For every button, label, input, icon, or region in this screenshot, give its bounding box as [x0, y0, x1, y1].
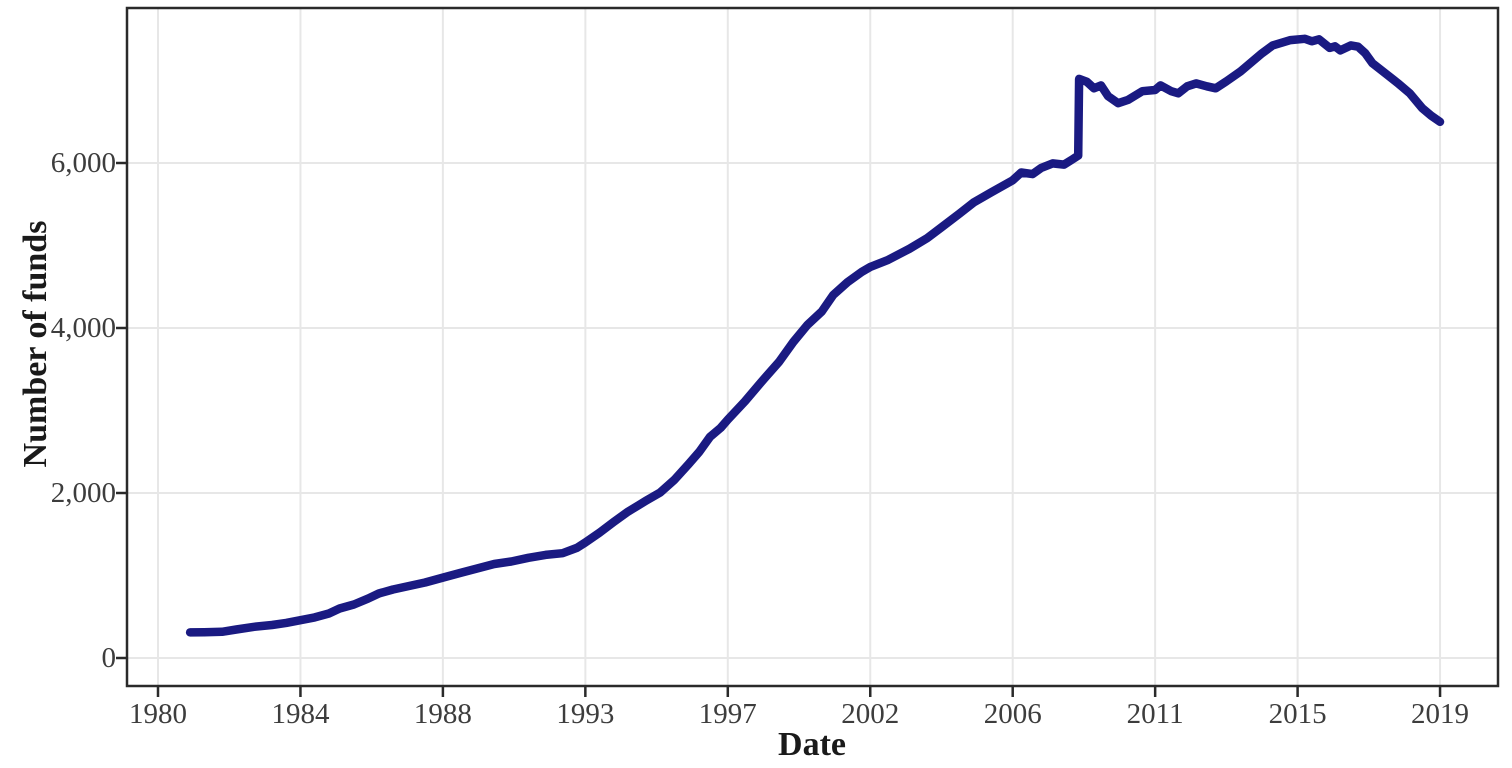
x-axis-title: Date: [778, 726, 846, 763]
y-tick-label-4000: 4,000: [50, 312, 116, 344]
x-tick-label-1980: 1980: [129, 698, 187, 730]
y-tick-label-2000: 2,000: [50, 477, 116, 509]
x-tick-label-2015: 2015: [1268, 698, 1327, 730]
x-tick-label-2002: 2002: [841, 698, 900, 730]
x-tick-label-2011: 2011: [1126, 698, 1184, 730]
x-tick-label-1988: 1988: [413, 698, 472, 730]
x-tick-label-1993: 1993: [556, 698, 615, 730]
funds-series-line: [185, 34, 1445, 637]
x-tick-label-2006: 2006: [983, 698, 1042, 730]
y-tick-label-0: 0: [101, 642, 117, 674]
panel-border: [125, 6, 1500, 688]
y-tick-label-6000: 6,000: [50, 147, 116, 179]
x-tick-label-2019: 2019: [1411, 698, 1470, 730]
x-tick-label-1984: 1984: [271, 698, 330, 730]
x-tick-label-1997: 1997: [698, 698, 757, 730]
